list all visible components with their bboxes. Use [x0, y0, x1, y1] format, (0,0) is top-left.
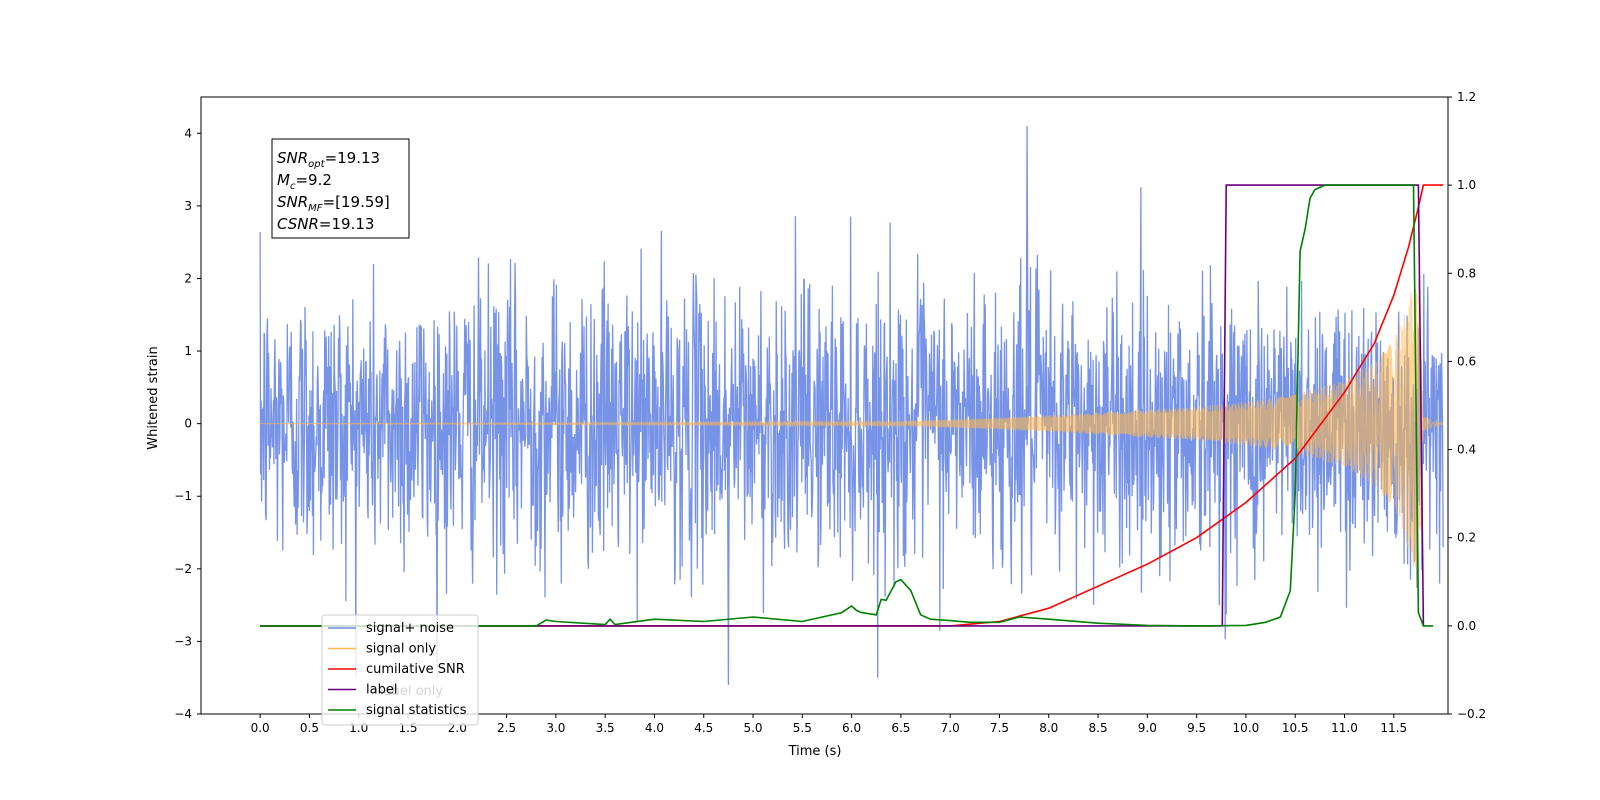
x-tick-label: 6.0: [842, 721, 861, 735]
x-tick-label: 11.5: [1380, 721, 1407, 735]
x-tick-label: 8.5: [1089, 721, 1108, 735]
y-tick-label: −3: [174, 634, 192, 648]
y2-tick-label: 0.4: [1457, 443, 1476, 457]
legend-entry: signal statistics: [366, 703, 467, 718]
x-tick-label: 5.5: [793, 721, 812, 735]
annotation-line: SNRMF=[19.59]: [277, 193, 390, 214]
x-tick-label: 11.0: [1331, 721, 1358, 735]
y2-tick-label: 1.0: [1457, 178, 1476, 192]
series-signal-noise-line: [259, 125, 1444, 686]
y-tick-label: 4: [184, 126, 192, 140]
x-tick-label: 3.0: [546, 721, 565, 735]
x-tick-label: 8.0: [1039, 721, 1058, 735]
x-tick-label: 0.5: [300, 721, 319, 735]
x-axis-label: Time (s): [788, 744, 842, 759]
x-tick-label: 2.5: [497, 721, 516, 735]
x-tick-label: 9.5: [1187, 721, 1206, 735]
x-tick-label: 5.0: [743, 721, 762, 735]
x-tick-label: 9.0: [1138, 721, 1157, 735]
plot-area: [259, 125, 1444, 686]
x-tick-label: 4.0: [645, 721, 664, 735]
y-tick-label: 1: [184, 344, 192, 358]
x-tick-label: 0.0: [251, 721, 270, 735]
x-tick-label: 10.5: [1282, 721, 1309, 735]
axes-frame: [200, 96, 1449, 715]
series-signal-statistics-line: [260, 184, 1434, 627]
annotation-line: CSNR=19.13: [277, 215, 374, 233]
y2-tick-label: −0.2: [1457, 707, 1486, 721]
annotation-line: Mc=9.2: [277, 171, 332, 192]
x-tick-label: 6.5: [891, 721, 910, 735]
y2-tick-label: 0.2: [1457, 531, 1476, 545]
x-tick-label: 3.5: [596, 721, 615, 735]
y2-tick-label: 0.6: [1457, 354, 1476, 368]
legend-hidden-label: label only: [380, 684, 443, 699]
y2-tick-label: 0.0: [1457, 619, 1476, 633]
annotation-line: SNRopt=19.13: [277, 149, 380, 170]
legend: label only signal+ noise signal only cumila…: [321, 614, 479, 726]
y2-tick-label: 1.2: [1457, 90, 1476, 104]
y-tick-label: −2: [174, 562, 192, 576]
legend-frame: [321, 614, 479, 726]
x-tick-label: 4.5: [694, 721, 713, 735]
legend-entry: signal+ noise: [366, 621, 454, 636]
annotation-frame: [271, 138, 410, 239]
y-tick-label: 2: [184, 271, 192, 285]
y-tick-label: −4: [174, 707, 192, 721]
legend-entry: signal only: [366, 642, 436, 657]
legend-entry: cumilative SNR: [366, 662, 465, 677]
y2-tick-label: 0.8: [1457, 266, 1476, 280]
legend-entry: label: [366, 683, 397, 698]
x-tick-label: 10.0: [1233, 721, 1260, 735]
y-tick-label: −1: [174, 489, 192, 503]
x-tick-label: 7.5: [990, 721, 1009, 735]
annotation-box: SNRopt=19.13Mc=9.2SNRMF=[19.59]CSNR=19.1…: [271, 138, 410, 239]
y-tick-label: 0: [184, 417, 192, 431]
y-axis-label: Whitened strain: [146, 346, 161, 449]
series-signal-only-line: [260, 277, 1444, 593]
y-tick-label: 3: [184, 199, 192, 213]
x-tick-label: 7.0: [941, 721, 960, 735]
series-label-line: [260, 184, 1425, 627]
